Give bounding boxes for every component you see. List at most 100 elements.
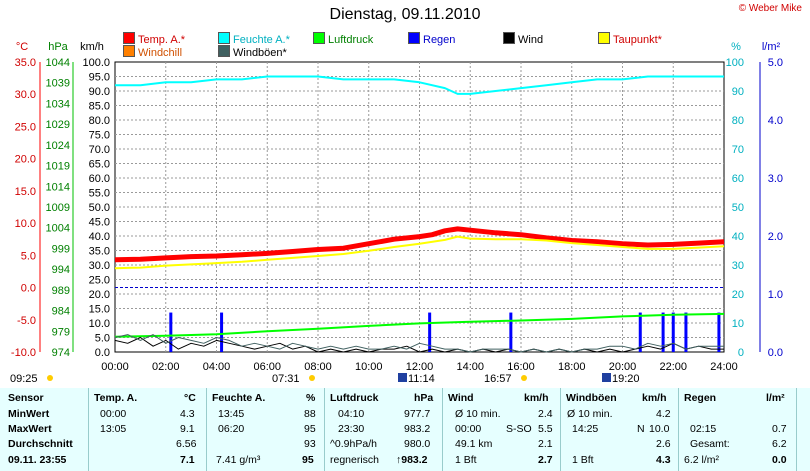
cell: 2.6	[656, 438, 671, 450]
event-time: 09:25	[10, 373, 38, 385]
cell: Ø 10 min.	[455, 408, 501, 420]
cell: 983.2	[404, 423, 431, 435]
series-line-1	[114, 235, 725, 270]
event-time: 16:57	[484, 373, 512, 385]
tick-label-wind: 75.0	[89, 130, 110, 142]
row-label: MaxWert	[8, 423, 52, 435]
rain-bar	[638, 312, 642, 352]
cell: ^0.9hPa/h	[330, 438, 377, 450]
rain-bar	[509, 312, 513, 352]
header-wind: Wind	[448, 392, 474, 404]
tick-label-humidity: 60	[732, 173, 744, 185]
cell: 04:10	[338, 408, 365, 420]
series-line-4	[114, 337, 724, 353]
tick-label-temp: 30.0	[15, 89, 36, 101]
table-divider	[560, 388, 561, 471]
header-humidity-unit: %	[306, 392, 316, 404]
header-pressure-unit: hPa	[414, 392, 434, 404]
tick-label-wind: 10.0	[89, 318, 110, 330]
table-row-current: 09.11. 23:55 7.1 7.41 g/m³ 95 regnerisch…	[0, 453, 810, 468]
table-divider	[88, 388, 89, 471]
legend-temp: Temp. A.*	[123, 32, 185, 46]
cell: 0.7	[772, 423, 787, 435]
tick-label-time: 12:00	[406, 361, 434, 373]
tick-label-pressure: 994	[52, 264, 70, 276]
tick-label-pressure: 1024	[46, 140, 70, 152]
series-line-5	[114, 334, 724, 353]
tick-label-pressure: 984	[52, 306, 70, 318]
tick-label-humidity: 40	[732, 231, 744, 243]
cell: 00:00	[100, 408, 127, 420]
legend-swatch-windchill	[123, 45, 135, 57]
table-divider	[324, 388, 325, 471]
header-gusts: Windböen	[566, 392, 617, 404]
rain-bar	[717, 312, 721, 352]
sun-icon	[47, 375, 53, 381]
moon-icon	[398, 373, 407, 382]
event-time: 19:20	[612, 373, 640, 385]
tick-label-pressure: 1034	[46, 98, 70, 110]
copyright: © Weber Mike	[738, 3, 802, 14]
cell: 4.3	[656, 454, 671, 466]
legend-dewpoint: Taupunkt*	[598, 32, 662, 46]
tick-label-humidity: 30	[732, 260, 744, 272]
tick-label-wind: 35.0	[89, 246, 110, 258]
table-header-row: Sensor Temp. A. °C Feuchte A. % Luftdruc…	[0, 391, 810, 406]
series-line-2	[115, 75, 724, 95]
rain-bar	[671, 312, 675, 352]
legend-pressure: Luftdruck	[313, 32, 373, 46]
legend-swatch-dewpoint	[598, 32, 610, 44]
tick-label-humidity: 90	[732, 86, 744, 98]
legend-label-humidity: Feuchte A.*	[233, 34, 290, 46]
cell: 23:30	[338, 423, 365, 435]
tick-label-wind: 25.0	[89, 275, 110, 287]
table-divider	[678, 388, 679, 471]
event-time: 07:31	[272, 373, 300, 385]
tick-label-humidity: 0	[738, 347, 744, 359]
tick-label-rain: 2.0	[768, 231, 783, 243]
cell: 13:45	[218, 408, 245, 420]
cell: 49.1 km	[455, 438, 493, 450]
row-label: Durchschnitt	[8, 438, 73, 450]
legend-humidity: Feuchte A.*	[218, 32, 290, 46]
cell: 4.2	[656, 408, 671, 420]
tick-label-time: 18:00	[558, 361, 586, 373]
cell: 2.7	[538, 454, 553, 466]
sun-icon	[309, 375, 315, 381]
legend-windchill: Windchill	[123, 45, 182, 59]
tick-label-temp: 10.0	[15, 218, 36, 230]
tick-label-pressure: 1029	[46, 119, 70, 131]
cell: 00:00	[455, 423, 482, 435]
tick-label-pressure: 1004	[46, 223, 70, 235]
tick-label-humidity: 20	[732, 289, 744, 301]
cell: 7.1	[180, 454, 195, 466]
tick-label-time: 14:00	[456, 361, 484, 373]
tick-label-pressure: 974	[52, 347, 70, 359]
cell: 13:05	[100, 423, 127, 435]
cell: 1 Bft	[455, 454, 477, 466]
tick-label-temp: 25.0	[15, 121, 36, 133]
legend-swatch-wind	[503, 32, 515, 44]
tick-label-humidity: 100	[726, 57, 744, 69]
cell: 0.0	[772, 454, 787, 466]
legend-swatch-temp	[123, 32, 135, 44]
row-label: MinWert	[8, 408, 50, 420]
rain-bar	[428, 312, 432, 352]
cell: 95	[304, 423, 316, 435]
row-label: 09.11. 23:55	[8, 454, 67, 466]
cell: N	[637, 423, 645, 435]
header-rain-unit: l/m²	[766, 392, 785, 404]
tick-label-time: 24:00	[710, 361, 738, 373]
cell: 980.0	[404, 438, 431, 450]
cell: 977.7	[404, 408, 431, 420]
sun-icon	[521, 375, 527, 381]
rain-bar	[661, 312, 665, 352]
tick-label-time: 22:00	[659, 361, 687, 373]
axis-label-temp: °C	[16, 41, 28, 53]
cell: 6.2 l/m²	[684, 454, 720, 466]
legend-swatch-pressure	[313, 32, 325, 44]
tick-label-rain: 4.0	[768, 115, 783, 127]
tick-label-time: 02:00	[152, 361, 180, 373]
header-gusts-unit: km/h	[642, 392, 667, 404]
tick-label-rain: 0.0	[768, 347, 783, 359]
